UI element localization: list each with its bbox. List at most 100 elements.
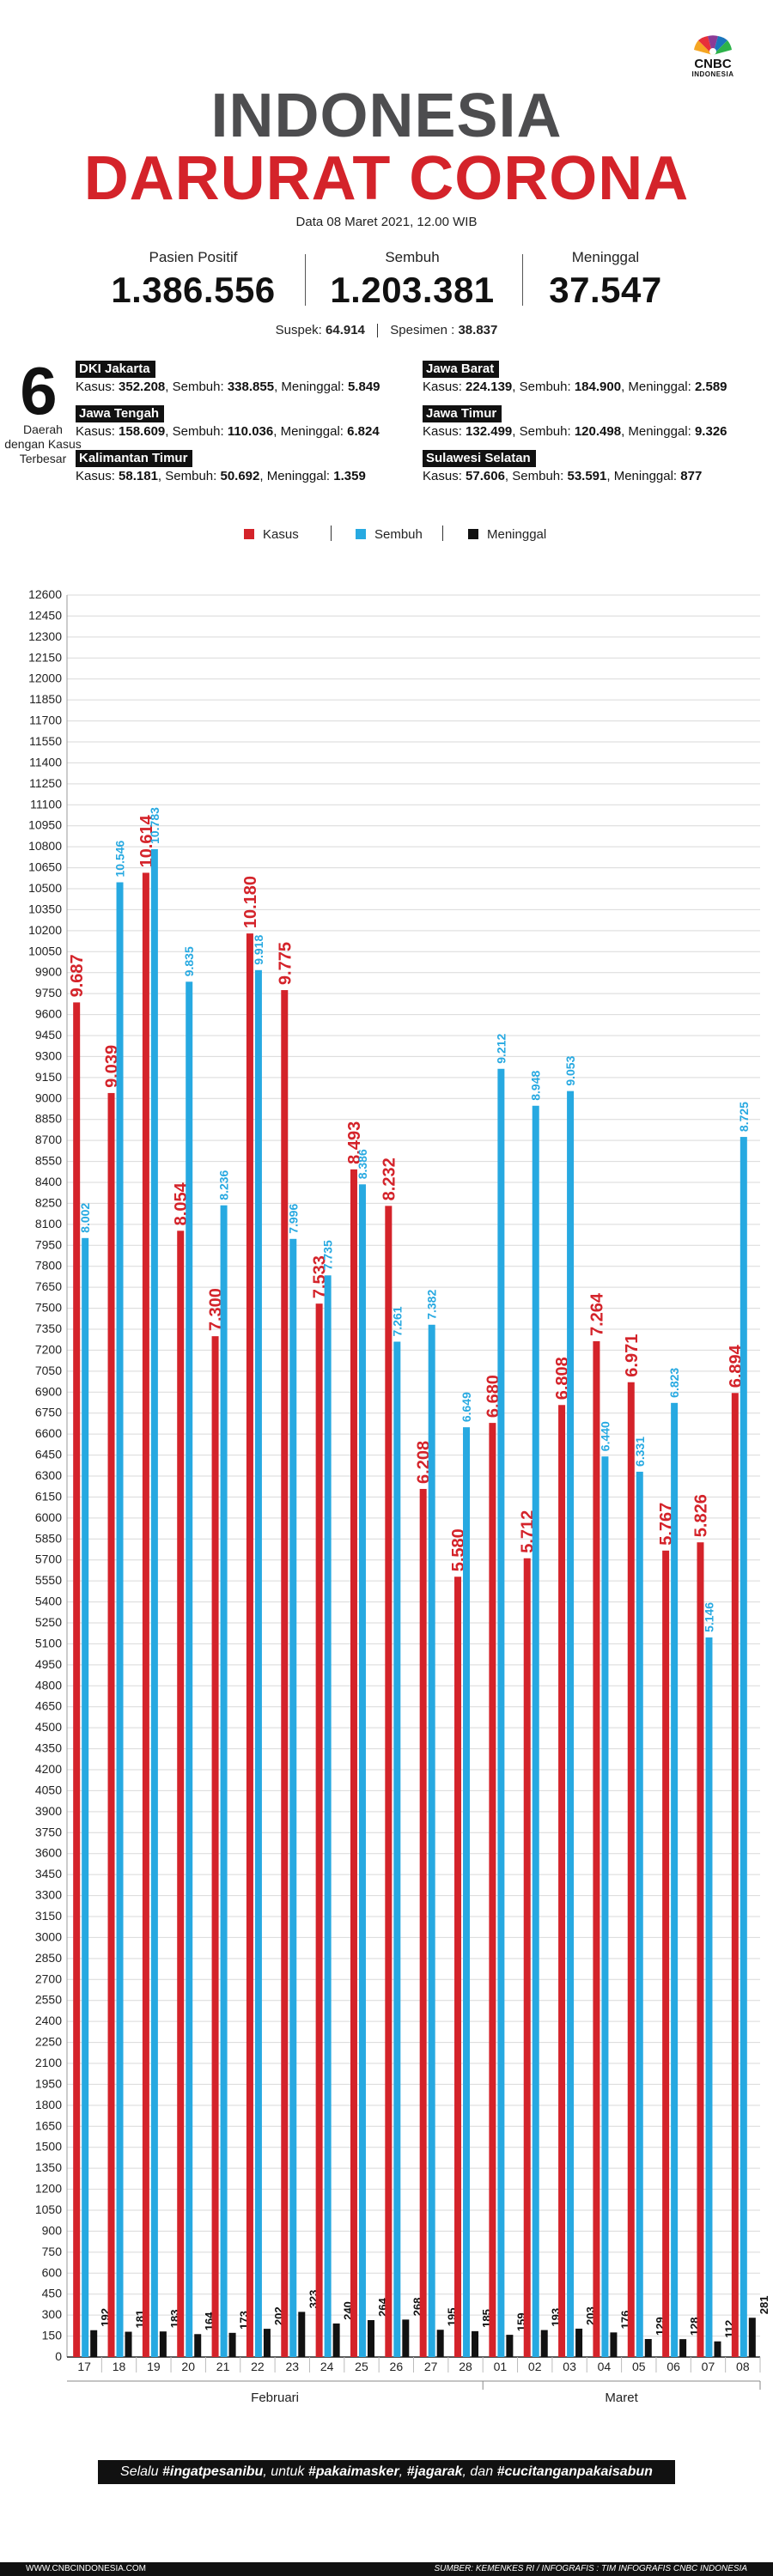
bar-sembuh bbox=[254, 969, 262, 2357]
logo-subtext: INDONESIA bbox=[691, 70, 734, 78]
bar-meninggal bbox=[610, 2332, 618, 2357]
x-tick-label: 23 bbox=[285, 2360, 299, 2373]
stat-value: 1.203.381 bbox=[330, 270, 495, 310]
y-tick-label: 8400 bbox=[35, 1175, 62, 1188]
bar-kasus bbox=[73, 1002, 81, 2357]
y-tick-label: 1950 bbox=[35, 2076, 62, 2090]
bar-sembuh bbox=[186, 981, 193, 2357]
y-tick-label: 3600 bbox=[35, 1846, 62, 1860]
y-tick-label: 900 bbox=[42, 2223, 63, 2237]
x-tick-label: 01 bbox=[494, 2360, 508, 2373]
month-label: Februari bbox=[251, 2391, 299, 2405]
stat-meninggal: Meninggal 37.547 bbox=[494, 249, 717, 311]
legend-swatch bbox=[244, 529, 254, 539]
data-label-sembuh: 6.440 bbox=[598, 1421, 612, 1451]
x-tick-label: 06 bbox=[666, 2360, 680, 2373]
y-tick-label: 9600 bbox=[35, 1007, 62, 1021]
y-tick-label: 10650 bbox=[28, 860, 62, 874]
stat-sembuh: Sembuh 1.203.381 bbox=[301, 249, 524, 311]
y-tick-label: 7050 bbox=[35, 1364, 62, 1377]
y-tick-label: 8700 bbox=[35, 1133, 62, 1146]
y-tick-label: 10050 bbox=[28, 944, 62, 957]
bar-kasus bbox=[142, 872, 149, 2357]
logo-text: CNBC bbox=[694, 57, 732, 71]
data-label-sembuh: 8.948 bbox=[529, 1071, 543, 1101]
y-tick-label: 2700 bbox=[35, 1971, 62, 1985]
x-tick-label: 17 bbox=[77, 2360, 91, 2373]
bar-meninggal bbox=[679, 2339, 687, 2357]
peacock-icon bbox=[694, 35, 732, 55]
y-tick-label: 7800 bbox=[35, 1259, 62, 1273]
data-label-kasus: 8.232 bbox=[380, 1157, 399, 1200]
page-title-line2: DARURAT CORONA bbox=[83, 144, 690, 213]
stat-value: 37.547 bbox=[549, 270, 662, 310]
bar-chart: 0 150 300 450 600 750 900 1050 1200 1350 1500 1650 1… bbox=[28, 587, 770, 2405]
y-tick-label: 6900 bbox=[35, 1384, 62, 1398]
y-tick-label: 5550 bbox=[35, 1573, 62, 1587]
data-label-sembuh: 8.002 bbox=[78, 1203, 92, 1233]
legend-meninggal: Meninggal bbox=[468, 527, 546, 542]
y-tick-label: 4500 bbox=[35, 1720, 62, 1734]
bar-kasus bbox=[211, 1336, 219, 2357]
y-tick-label: 3150 bbox=[35, 1909, 62, 1923]
divider bbox=[377, 324, 379, 338]
bar-meninggal bbox=[644, 2338, 652, 2357]
data-label-kasus: 9.775 bbox=[276, 942, 295, 985]
region-name: Jawa Barat bbox=[423, 361, 500, 378]
y-tick-label: 9000 bbox=[35, 1091, 62, 1104]
data-label-sembuh: 9.212 bbox=[494, 1034, 508, 1064]
y-tick-label: 6750 bbox=[35, 1406, 62, 1419]
region-name: Jawa Tengah bbox=[76, 405, 165, 422]
y-tick-label: 5400 bbox=[35, 1595, 62, 1608]
region-data: Kasus: 158.609, Sembuh: 110.036, Meningg… bbox=[76, 424, 380, 439]
y-tick-label: 4650 bbox=[35, 1699, 62, 1713]
footer-website[interactable]: WWW.CNBCINDONESIA.COM bbox=[26, 2564, 146, 2573]
y-tick-label: 1500 bbox=[35, 2140, 62, 2154]
y-tick-label: 12600 bbox=[28, 587, 62, 601]
y-tick-label: 4200 bbox=[35, 1762, 62, 1776]
region-jabar: Jawa Barat Kasus: 224.139, Sembuh: 184.9… bbox=[423, 361, 766, 394]
y-tick-label: 6600 bbox=[35, 1426, 62, 1440]
data-label-kasus: 9.687 bbox=[68, 954, 87, 997]
data-label-sembuh: 8.725 bbox=[737, 1102, 751, 1132]
bar-sembuh bbox=[358, 1184, 366, 2357]
region-sulsel: Sulawesi Selatan Kasus: 57.606, Sembuh: … bbox=[423, 450, 766, 483]
data-label-kasus: 7.264 bbox=[587, 1292, 606, 1336]
suspek-value: 64.914 bbox=[326, 323, 365, 337]
bar-sembuh bbox=[532, 1105, 539, 2357]
x-tick-label: 03 bbox=[563, 2360, 576, 2373]
y-tick-label: 8550 bbox=[35, 1154, 62, 1168]
y-tick-label: 3000 bbox=[35, 1929, 62, 1943]
bar-meninggal bbox=[472, 2330, 479, 2357]
y-tick-label: 6450 bbox=[35, 1448, 62, 1461]
bar-kasus bbox=[593, 1341, 600, 2357]
y-tick-label: 2400 bbox=[35, 2014, 62, 2027]
stat-value: 1.386.556 bbox=[111, 270, 276, 310]
y-tick-label: 5100 bbox=[35, 1636, 62, 1649]
data-label-sembuh: 6.331 bbox=[633, 1437, 647, 1467]
bar-meninggal bbox=[748, 2318, 756, 2357]
y-tick-label: 4800 bbox=[35, 1678, 62, 1692]
region-data: Kasus: 224.139, Sembuh: 184.900, Meningg… bbox=[423, 380, 727, 394]
bar-meninggal bbox=[263, 2329, 271, 2357]
bar-meninggal bbox=[228, 2332, 236, 2357]
y-tick-label: 5250 bbox=[35, 1615, 62, 1629]
bar-meninggal bbox=[575, 2328, 583, 2357]
y-tick-label: 8100 bbox=[35, 1217, 62, 1230]
region-count: 6 bbox=[20, 353, 58, 428]
y-tick-label: 1650 bbox=[35, 2118, 62, 2132]
y-tick-label: 3300 bbox=[35, 1888, 62, 1902]
data-label-sembuh: 9.835 bbox=[182, 946, 196, 976]
y-tick-label: 4050 bbox=[35, 1783, 62, 1796]
region-data: Kasus: 58.181, Sembuh: 50.692, Meninggal… bbox=[76, 469, 366, 483]
y-tick-label: 150 bbox=[42, 2329, 63, 2342]
bar-meninggal bbox=[506, 2335, 514, 2357]
y-tick-label: 1200 bbox=[35, 2182, 62, 2196]
y-tick-label: 7350 bbox=[35, 1321, 62, 1335]
y-tick-label: 750 bbox=[42, 2245, 63, 2258]
y-tick-label: 12300 bbox=[28, 629, 62, 643]
x-tick-label: 04 bbox=[598, 2360, 612, 2373]
data-label-sembuh: 10.546 bbox=[113, 840, 127, 877]
footer-source: SUMBER: KEMENKES RI / INFOGRAFIS : TIM I… bbox=[434, 2564, 747, 2573]
y-tick-label: 7650 bbox=[35, 1279, 62, 1293]
